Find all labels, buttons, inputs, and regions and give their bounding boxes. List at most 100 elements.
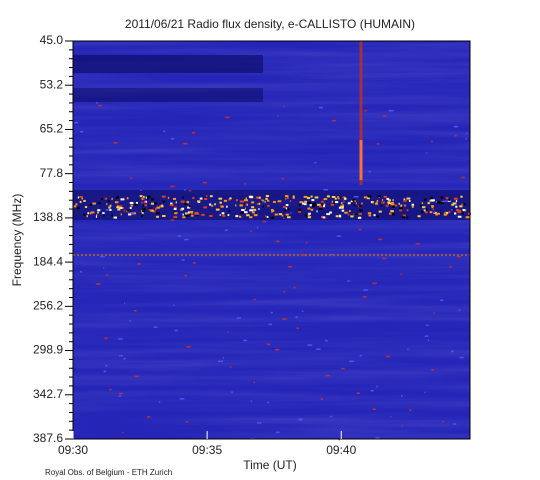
rfi-speckle	[265, 195, 270, 198]
rfi-speckle	[249, 216, 253, 219]
rfi-speckle	[116, 206, 121, 209]
rfi-speckle	[399, 209, 403, 212]
noise-speckle	[341, 367, 345, 370]
noise-speckle	[302, 310, 304, 312]
rfi-speckle	[337, 197, 340, 200]
rfi-speckle	[363, 196, 368, 199]
rfi-speckle	[381, 201, 385, 204]
rfi-speckle	[341, 202, 343, 205]
rfi-speckle	[321, 216, 323, 219]
noise-speckle	[123, 357, 126, 360]
rfi-speckle	[321, 203, 324, 206]
rfi-speckle	[141, 198, 143, 201]
rfi-speckle	[307, 213, 310, 216]
rfi-speckle	[187, 206, 191, 209]
rfi-speckle	[75, 203, 78, 206]
rfi-speckle	[84, 206, 88, 209]
rfi-speckle	[152, 210, 156, 213]
noise-speckle	[433, 211, 436, 214]
noise-speckle	[298, 418, 303, 421]
rfi-speckle	[404, 204, 406, 207]
x-tick-label: 09:30	[58, 443, 88, 457]
rfi-speckle	[83, 213, 86, 216]
rfi-speckle	[156, 215, 159, 218]
rfi-speckle	[205, 195, 208, 198]
rfi-speckle	[438, 201, 443, 204]
rfi-speckle	[185, 214, 189, 217]
rfi-speckle	[455, 200, 458, 203]
rfi-speckle	[391, 201, 394, 204]
rfi-speckle	[271, 210, 275, 213]
noise-speckle	[243, 339, 247, 342]
rfi-speckle	[373, 214, 376, 217]
rfi-speckle	[423, 209, 426, 212]
rfi-speckle	[377, 195, 381, 198]
rfi-speckle	[109, 208, 112, 211]
noise-speckle	[118, 392, 123, 395]
rfi-speckle	[197, 200, 201, 203]
noise-speckle	[325, 339, 328, 342]
rfi-speckle	[323, 216, 325, 219]
rfi-speckle	[401, 216, 406, 219]
noise-speckle	[262, 220, 267, 223]
rfi-speckle	[455, 208, 460, 211]
noise-speckle	[450, 209, 453, 211]
noise-speckle	[103, 370, 107, 373]
rfi-speckle	[452, 208, 455, 211]
y-tick-label: 184.4	[33, 254, 63, 268]
rfi-speckle	[348, 210, 351, 213]
rfi-speckle	[239, 200, 244, 203]
noise-speckle	[385, 355, 391, 358]
rfi-speckle	[338, 206, 342, 209]
noise-speckle	[98, 104, 103, 107]
rfi-speckle	[462, 209, 465, 212]
rfi-speckle	[204, 198, 208, 201]
rfi-speckle	[117, 208, 121, 211]
rfi-speckle	[318, 207, 323, 210]
rfi-speckle	[266, 215, 269, 218]
noise-speckle	[364, 109, 367, 112]
noise-speckle	[368, 170, 371, 173]
rfi-speckle	[350, 200, 353, 203]
rfi-speckle	[425, 208, 428, 211]
rfi-speckle	[173, 208, 177, 211]
rfi-speckle	[110, 214, 113, 217]
rfi-speckle	[420, 204, 422, 207]
rfi-speckle	[162, 200, 166, 203]
rfi-speckle	[304, 203, 307, 206]
noise-speckle	[256, 226, 259, 229]
rfi-speckle	[249, 209, 254, 212]
noise-speckle	[261, 200, 264, 203]
rfi-speckle	[150, 202, 155, 205]
rfi-speckle	[467, 212, 472, 215]
rfi-speckle	[223, 199, 228, 202]
noise-speckle	[153, 326, 158, 328]
noise-speckle	[306, 241, 308, 244]
rfi-speckle	[192, 197, 195, 200]
noise-speckle	[425, 324, 429, 327]
noise-speckle	[336, 235, 341, 237]
rfi-speckle	[195, 213, 198, 216]
rfi-speckle	[387, 201, 391, 204]
noise-speckle	[283, 217, 285, 219]
rfi-speckle	[183, 203, 188, 206]
noise-speckle	[353, 195, 359, 198]
rfi-speckle	[87, 212, 89, 215]
rfi-speckle	[117, 195, 119, 198]
rfi-speckle	[139, 195, 143, 198]
noise-speckle	[105, 209, 109, 211]
rfi-speckle	[430, 196, 433, 199]
rfi-speckle	[385, 204, 389, 207]
noise-speckle	[375, 437, 380, 439]
noise-speckle	[253, 381, 256, 384]
rfi-speckle	[92, 202, 96, 205]
noise-speckle	[80, 131, 84, 133]
rfi-speckle	[355, 202, 357, 205]
rfi-speckle	[376, 199, 379, 202]
noise-speckle	[323, 188, 329, 191]
noise-speckle	[118, 395, 122, 397]
noise-speckle	[316, 348, 321, 350]
rfi-speckle	[155, 212, 160, 215]
noise-speckle	[452, 423, 457, 425]
